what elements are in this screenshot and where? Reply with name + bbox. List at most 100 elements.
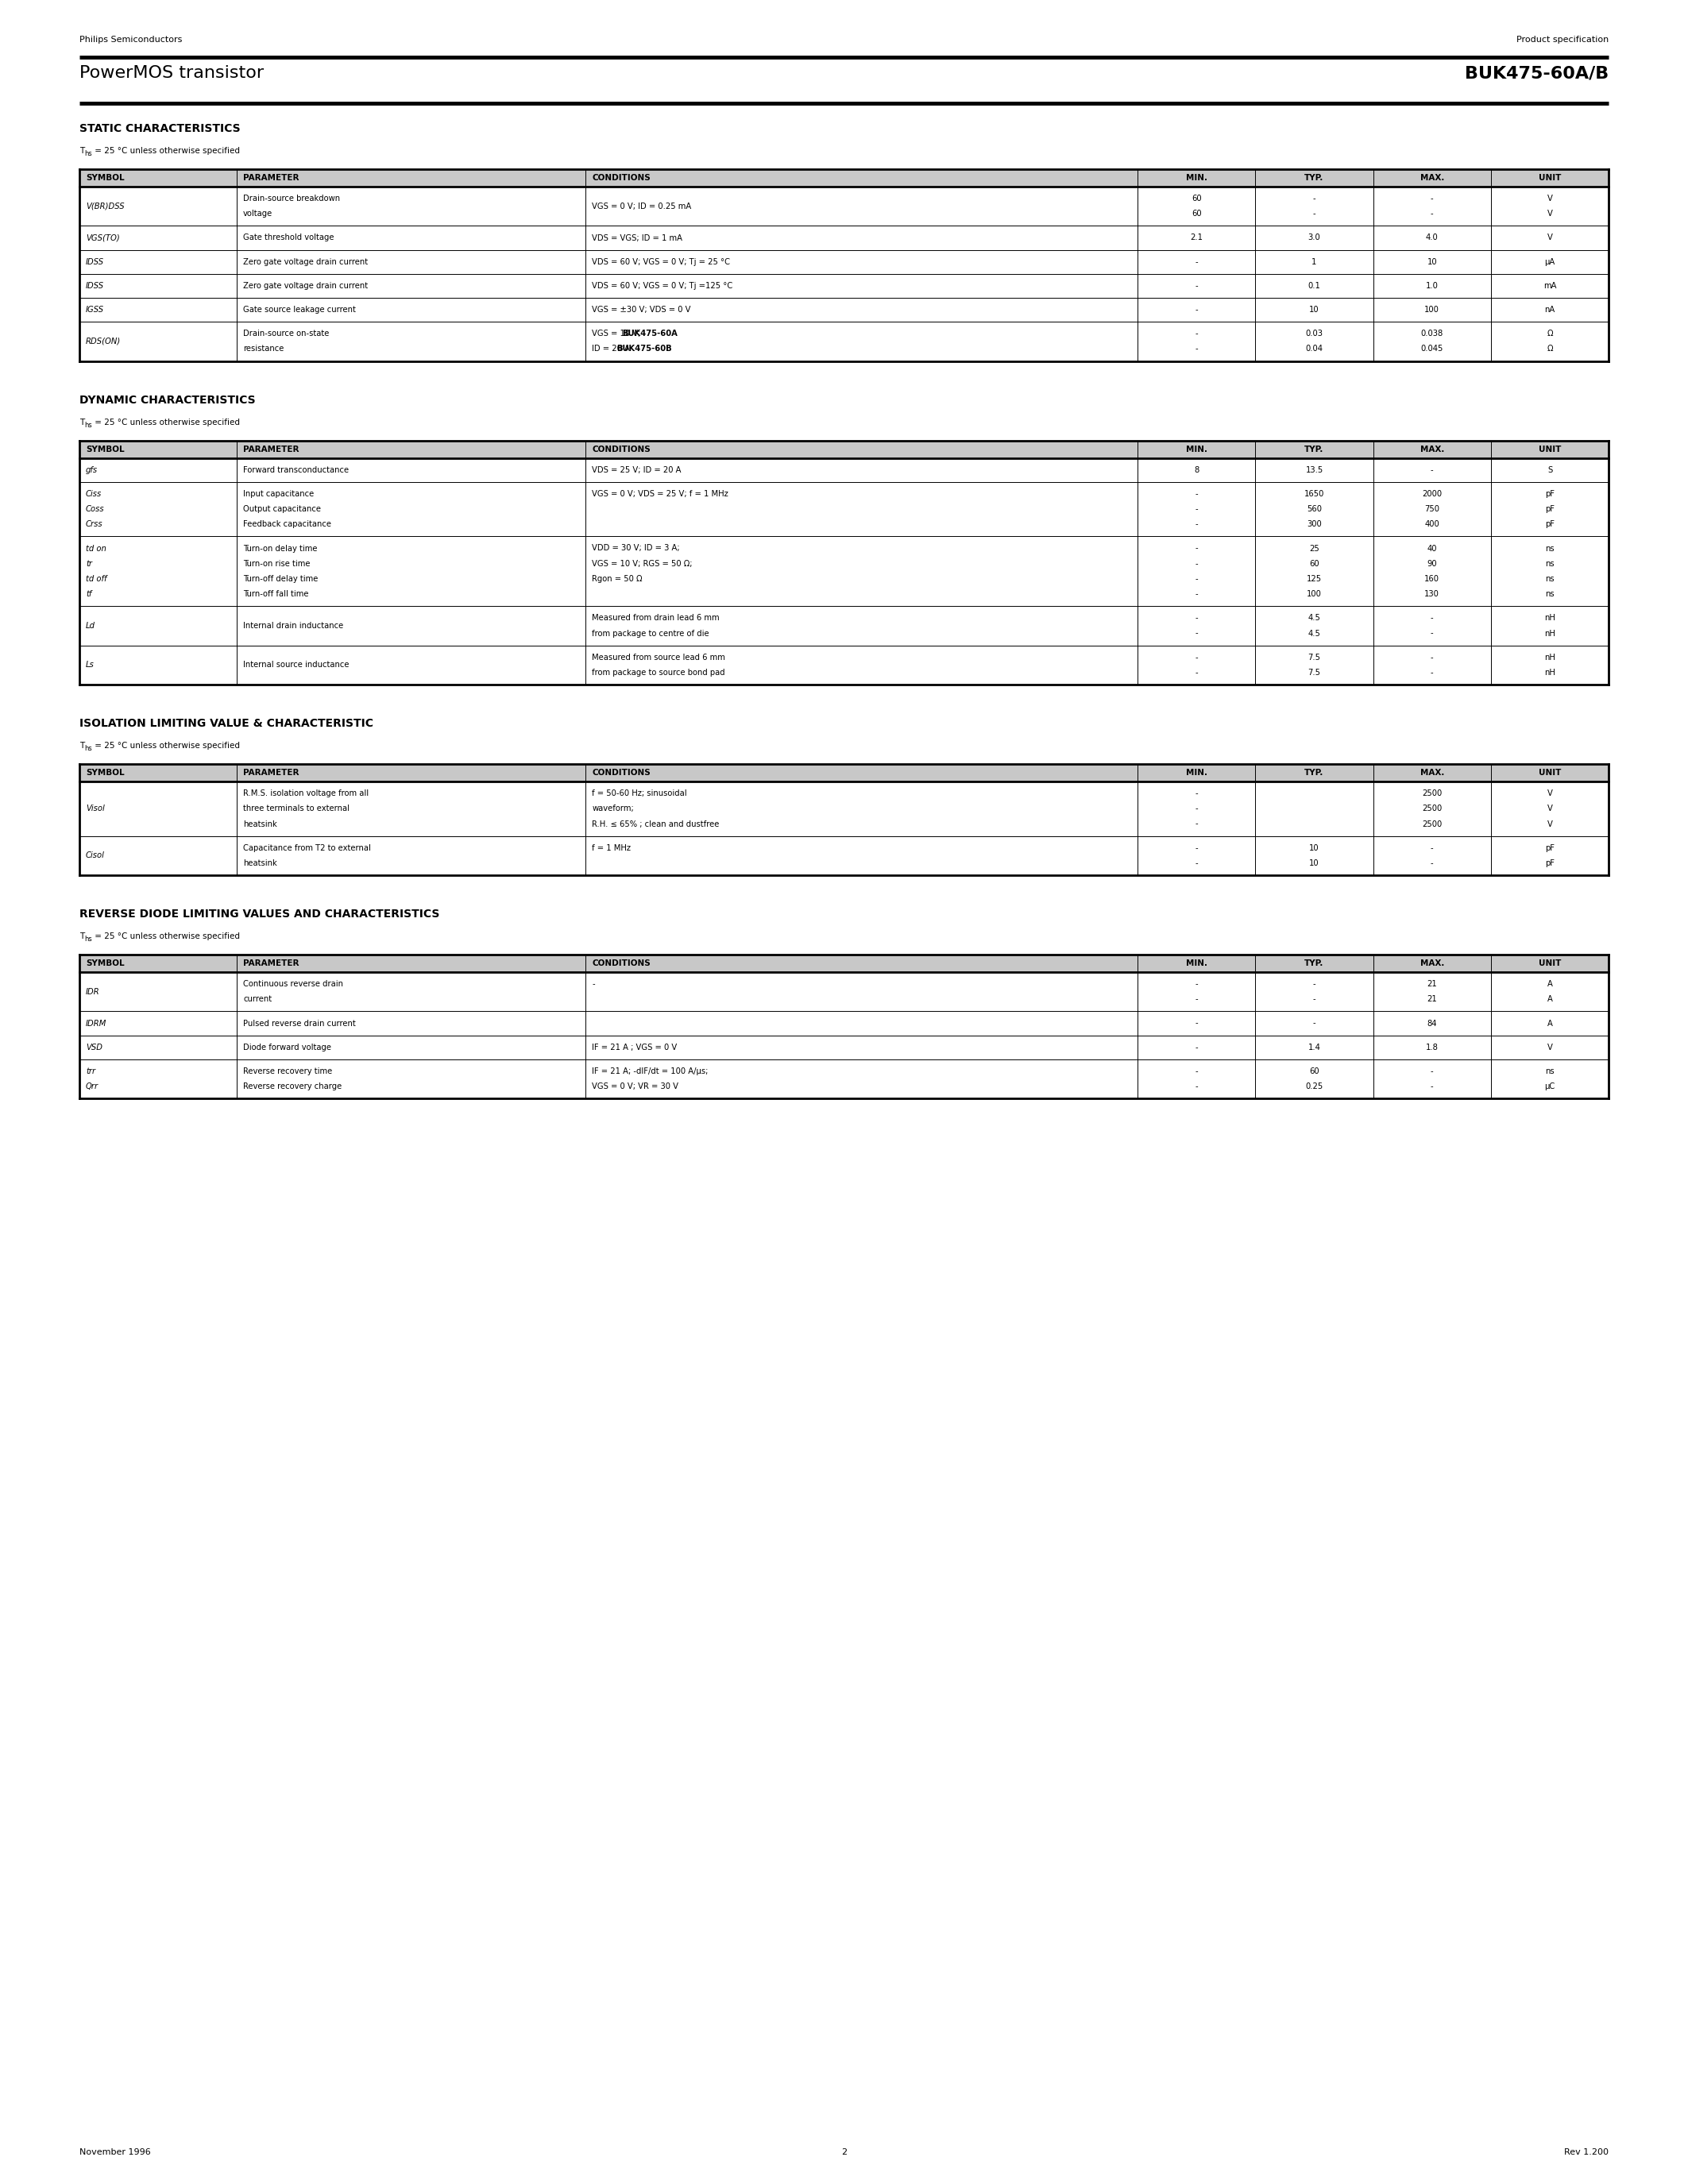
Text: 0.03: 0.03: [1305, 330, 1323, 339]
Text: VDS = 60 V; VGS = 0 V; Tj =125 °C: VDS = 60 V; VGS = 0 V; Tj =125 °C: [592, 282, 733, 290]
Text: V: V: [1548, 788, 1553, 797]
Text: 4.0: 4.0: [1426, 234, 1438, 242]
Text: 2500: 2500: [1421, 804, 1442, 812]
Text: -: -: [1195, 282, 1198, 290]
Text: 25: 25: [1310, 544, 1320, 553]
Text: V: V: [1548, 819, 1553, 828]
Text: Turn-on delay time: Turn-on delay time: [243, 544, 317, 553]
Text: Qrr: Qrr: [86, 1083, 98, 1090]
Text: 3.0: 3.0: [1308, 234, 1320, 242]
Text: VDS = 25 V; ID = 20 A: VDS = 25 V; ID = 20 A: [592, 465, 682, 474]
Text: -: -: [1313, 981, 1315, 987]
Text: STATIC CHARACTERISTICS: STATIC CHARACTERISTICS: [79, 122, 240, 133]
Text: ns: ns: [1545, 544, 1555, 553]
Text: 0.04: 0.04: [1305, 345, 1323, 354]
Text: Turn-off delay time: Turn-off delay time: [243, 574, 317, 583]
Text: -: -: [1195, 668, 1198, 677]
Bar: [79, 972, 1609, 1011]
Text: 0.25: 0.25: [1305, 1083, 1323, 1090]
Text: td off: td off: [86, 574, 106, 583]
Text: tr: tr: [86, 559, 93, 568]
Text: VGS = ±30 V; VDS = 0 V: VGS = ±30 V; VDS = 0 V: [592, 306, 690, 314]
Bar: [79, 168, 1609, 186]
Text: Pulsed reverse drain current: Pulsed reverse drain current: [243, 1020, 356, 1026]
Text: Internal source inductance: Internal source inductance: [243, 662, 349, 668]
Text: 60: 60: [1310, 559, 1320, 568]
Text: ns: ns: [1545, 590, 1555, 598]
Text: VGS = 0 V; VDS = 25 V; f = 1 MHz: VGS = 0 V; VDS = 25 V; f = 1 MHz: [592, 489, 729, 498]
Bar: [79, 483, 1609, 537]
Text: -: -: [1195, 544, 1198, 553]
Text: μA: μA: [1545, 258, 1555, 266]
Text: 60: 60: [1192, 194, 1202, 203]
Text: MAX.: MAX.: [1420, 959, 1445, 968]
Text: Drain-source breakdown: Drain-source breakdown: [243, 194, 341, 203]
Text: Crss: Crss: [86, 520, 103, 529]
Text: VGS = 10 V; RGS = 50 Ω;: VGS = 10 V; RGS = 50 Ω;: [592, 559, 692, 568]
Text: -: -: [1313, 210, 1315, 218]
Text: Rgon = 50 Ω: Rgon = 50 Ω: [592, 574, 643, 583]
Text: -: -: [1431, 629, 1433, 638]
Text: R.M.S. isolation voltage from all: R.M.S. isolation voltage from all: [243, 788, 368, 797]
Text: PARAMETER: PARAMETER: [243, 959, 299, 968]
Text: CONDITIONS: CONDITIONS: [592, 446, 650, 452]
Text: Reverse recovery time: Reverse recovery time: [243, 1068, 333, 1075]
Text: VGS = 0 V; VR = 30 V: VGS = 0 V; VR = 30 V: [592, 1083, 679, 1090]
Text: 60: 60: [1192, 210, 1202, 218]
Text: td on: td on: [86, 544, 106, 553]
Bar: [79, 644, 1609, 684]
Text: hs: hs: [84, 151, 93, 157]
Text: 13.5: 13.5: [1305, 465, 1323, 474]
Text: ID = 20 A: ID = 20 A: [592, 345, 630, 354]
Text: f = 1 MHz: f = 1 MHz: [592, 843, 631, 852]
Text: -: -: [1313, 1020, 1315, 1026]
Bar: [79, 441, 1609, 459]
Text: 40: 40: [1426, 544, 1436, 553]
Text: -: -: [1195, 858, 1198, 867]
Text: voltage: voltage: [243, 210, 273, 218]
Bar: [79, 1059, 1609, 1099]
Text: 130: 130: [1425, 590, 1440, 598]
Text: 300: 300: [1307, 520, 1322, 529]
Text: -: -: [1313, 996, 1315, 1002]
Text: 100: 100: [1425, 306, 1440, 314]
Text: 2.1: 2.1: [1190, 234, 1204, 242]
Text: -: -: [1431, 194, 1433, 203]
Text: pF: pF: [1545, 520, 1555, 529]
Text: hs: hs: [84, 422, 93, 428]
Bar: [79, 1011, 1609, 1035]
Text: pF: pF: [1545, 858, 1555, 867]
Bar: [79, 249, 1609, 273]
Text: 560: 560: [1307, 505, 1322, 513]
Text: -: -: [1195, 788, 1198, 797]
Text: V: V: [1548, 1044, 1553, 1051]
Text: pF: pF: [1545, 843, 1555, 852]
Text: 750: 750: [1425, 505, 1440, 513]
Text: Ls: Ls: [86, 662, 95, 668]
Text: SYMBOL: SYMBOL: [86, 959, 125, 968]
Text: REVERSE DIODE LIMITING VALUES AND CHARACTERISTICS: REVERSE DIODE LIMITING VALUES AND CHARAC…: [79, 909, 439, 919]
Text: 2500: 2500: [1421, 819, 1442, 828]
Text: -: -: [1195, 574, 1198, 583]
Text: -: -: [1195, 981, 1198, 987]
Text: f = 50-60 Hz; sinusoidal: f = 50-60 Hz; sinusoidal: [592, 788, 687, 797]
Text: Visol: Visol: [86, 804, 105, 812]
Text: MIN.: MIN.: [1185, 446, 1207, 452]
Bar: [79, 321, 1609, 360]
Text: -: -: [1431, 668, 1433, 677]
Text: -: -: [1195, 489, 1198, 498]
Text: nH: nH: [1545, 629, 1555, 638]
Text: 10: 10: [1310, 306, 1320, 314]
Text: 4.5: 4.5: [1308, 629, 1320, 638]
Text: -: -: [1195, 306, 1198, 314]
Text: T: T: [79, 743, 84, 749]
Text: IDR: IDR: [86, 987, 100, 996]
Text: -: -: [1431, 614, 1433, 622]
Text: resistance: resistance: [243, 345, 284, 354]
Text: -: -: [1195, 804, 1198, 812]
Text: 7.5: 7.5: [1308, 653, 1320, 662]
Text: pF: pF: [1545, 505, 1555, 513]
Text: UNIT: UNIT: [1538, 959, 1561, 968]
Text: VDS = VGS; ID = 1 mA: VDS = VGS; ID = 1 mA: [592, 234, 682, 242]
Text: MIN.: MIN.: [1185, 959, 1207, 968]
